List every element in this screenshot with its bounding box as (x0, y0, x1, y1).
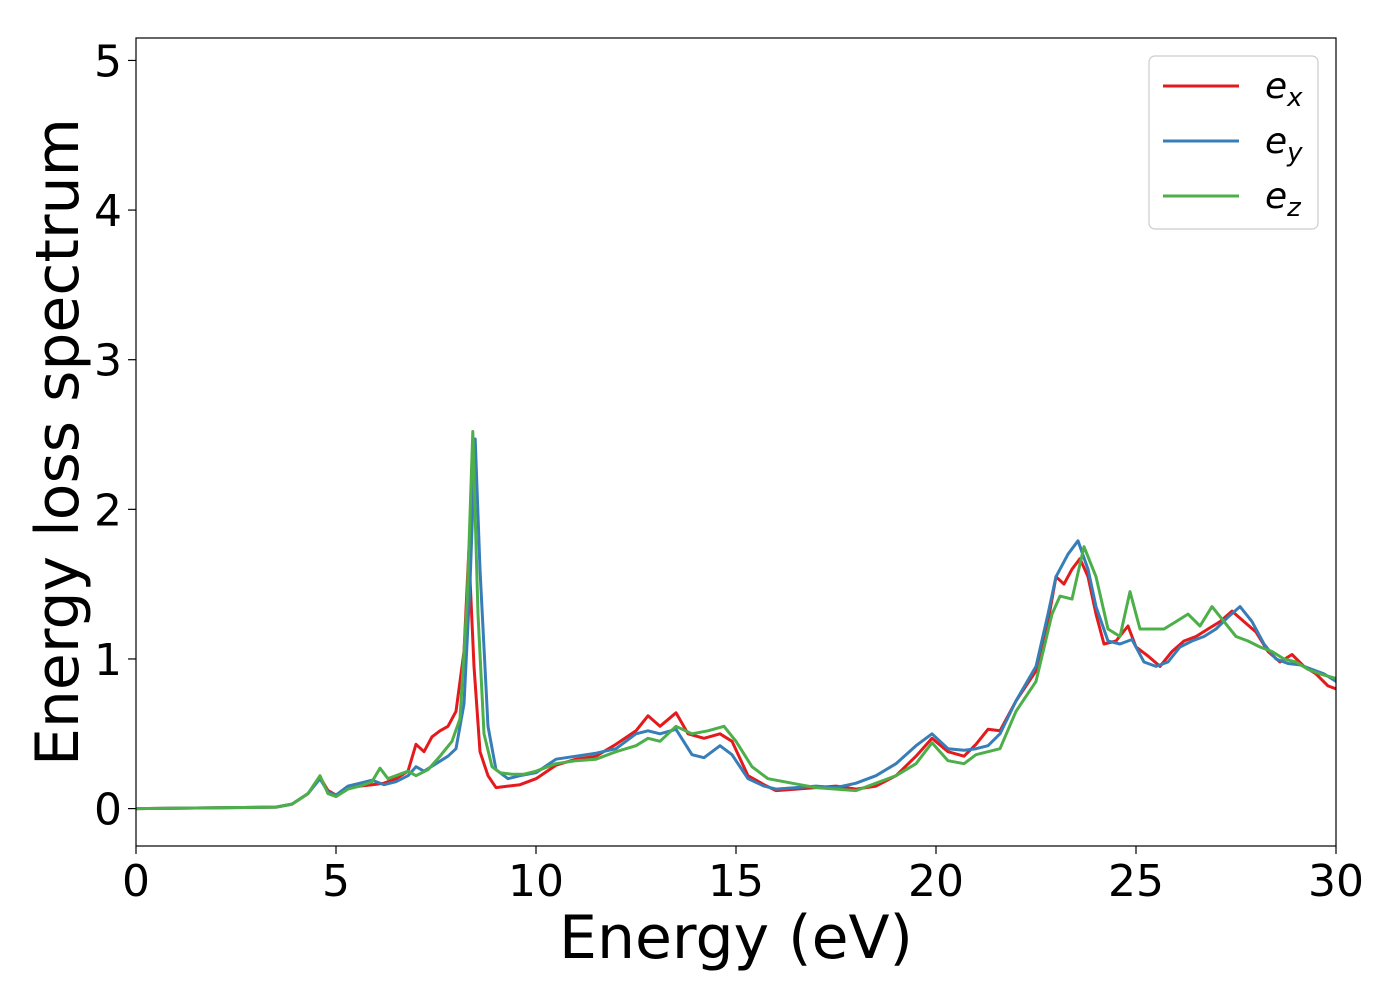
x-tick-label: 0 (122, 856, 150, 907)
series-line-ez (136, 430, 1336, 811)
y-tick-label: 3 (94, 336, 122, 387)
x-tick-label: 15 (708, 856, 764, 907)
series-line-ey (136, 437, 1336, 811)
y-tick-label: 5 (94, 36, 122, 87)
plot-area (136, 430, 1336, 811)
x-axis-title: Energy (eV) (559, 903, 913, 973)
legend-label: ey (1265, 121, 1303, 168)
legend-label: ex (1265, 66, 1303, 113)
legend: ex ey ez (1148, 55, 1319, 230)
legend-label: ez (1265, 176, 1302, 223)
x-axis: 0 5 10 15 20 25 30 (122, 846, 1364, 907)
y-tick-label: 4 (94, 186, 122, 237)
y-axis-title: Energy loss spectrum (23, 118, 93, 766)
x-tick-label: 25 (1108, 856, 1164, 907)
y-tick-label: 2 (94, 485, 122, 536)
y-axis: 0 1 2 3 4 5 (94, 36, 136, 836)
y-tick-label: 0 (94, 785, 122, 836)
x-tick-label: 10 (508, 856, 564, 907)
y-tick-label: 1 (94, 635, 122, 686)
series-line-ex (136, 549, 1336, 811)
x-tick-label: 5 (322, 856, 350, 907)
x-tick-label: 30 (1308, 856, 1364, 907)
x-tick-label: 20 (908, 856, 964, 907)
